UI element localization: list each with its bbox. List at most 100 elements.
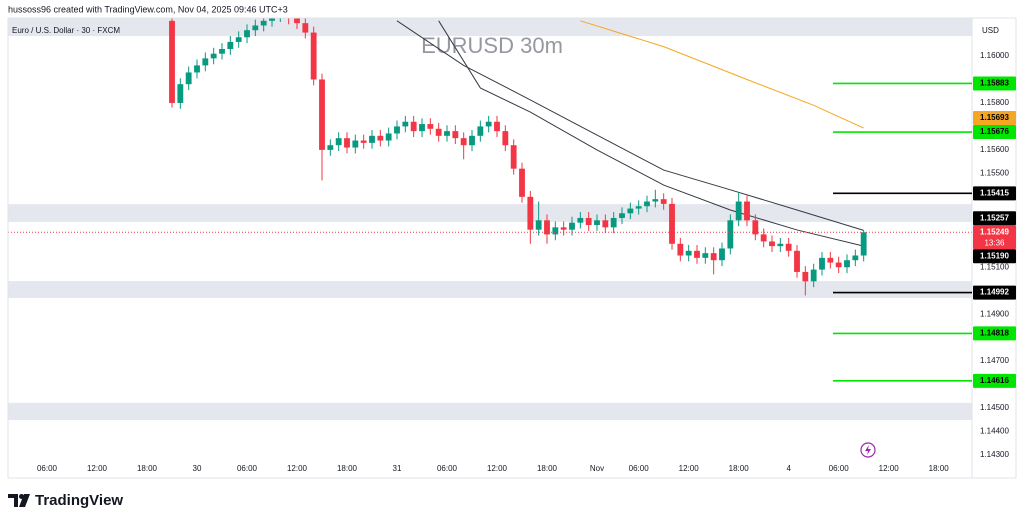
candle-body — [860, 232, 867, 256]
y-tick-label: 1.15100 — [980, 262, 1009, 271]
x-tick-label: 30 — [193, 464, 202, 473]
x-tick-label: 06:00 — [829, 464, 850, 473]
candle-body — [552, 227, 559, 235]
candle-body — [502, 131, 509, 146]
logo-part — [19, 494, 30, 507]
candle-body — [744, 201, 750, 221]
candle-body — [794, 250, 800, 272]
candle-body — [402, 121, 409, 127]
series-end-label: 1.15257 — [980, 213, 1009, 222]
candle-body — [360, 140, 367, 143]
candle-body — [419, 124, 425, 132]
x-tick-label: 06:00 — [437, 464, 458, 473]
candle-body — [619, 213, 625, 218]
level-label-box — [973, 326, 1016, 341]
candle-body — [827, 257, 834, 263]
candle-body — [477, 126, 484, 136]
candle-body — [785, 243, 792, 251]
y-tick-label: 1.14300 — [980, 450, 1009, 459]
candle-body — [727, 220, 734, 249]
candle-body — [369, 135, 375, 143]
candle-body — [427, 124, 434, 129]
x-tick-label: 18:00 — [729, 464, 750, 473]
candle-body — [377, 135, 384, 141]
candle-body — [210, 53, 217, 59]
level-label: 1.14616 — [980, 376, 1009, 385]
candle-body — [585, 217, 592, 225]
candle-body — [344, 138, 350, 148]
axes: 1.16000 1.15800 1.15600 1.15500 1.15100 1.149… — [37, 51, 1009, 473]
candle-body — [760, 234, 767, 242]
level-label-box — [973, 285, 1016, 300]
x-tick-label: 12:00 — [679, 464, 700, 473]
y-tick-label: 1.14900 — [980, 309, 1009, 318]
x-tick-label: 12:00 — [87, 464, 108, 473]
y-tick-label: 1.14700 — [980, 356, 1009, 365]
level-label: 1.15883 — [980, 79, 1009, 88]
candle-body — [710, 253, 717, 261]
candle-body — [577, 217, 584, 223]
last-price-label: 1.15249 — [980, 227, 1009, 236]
candle-body — [810, 269, 817, 282]
x-tick-label: 4 — [786, 464, 791, 473]
zone — [8, 402, 972, 421]
candle-body — [219, 48, 225, 54]
candle-body — [260, 20, 267, 26]
candle-body — [544, 220, 550, 235]
candle-body — [202, 58, 209, 66]
candle-body — [327, 145, 334, 150]
zone — [8, 281, 972, 298]
y-tick-label: 1.15600 — [980, 145, 1009, 154]
candle-body — [310, 32, 317, 80]
candle-body — [352, 140, 359, 148]
candle-body — [652, 199, 659, 202]
candle-body — [394, 126, 400, 134]
level-label: 1.15676 — [980, 127, 1009, 136]
candle-body — [627, 208, 634, 214]
alert-icon[interactable] — [860, 442, 876, 458]
candle-body — [335, 138, 342, 146]
x-tick-label: 12:00 — [879, 464, 900, 473]
level-label-box — [973, 186, 1016, 201]
brand-name: TradingView — [35, 492, 123, 509]
candle-body — [835, 262, 842, 268]
y-tick-label: 1.14500 — [980, 403, 1009, 412]
x-tick-label: Nov — [590, 464, 604, 473]
candle-body — [560, 227, 567, 230]
candle-body — [702, 253, 709, 258]
candle-body — [319, 79, 325, 150]
moving-average — [438, 20, 864, 247]
candle-body — [410, 121, 417, 132]
x-tick-label: 12:00 — [487, 464, 508, 473]
level-label: 1.14818 — [980, 329, 1009, 338]
candle-body — [460, 138, 467, 146]
y-tick-label: 1.15500 — [980, 168, 1009, 177]
countdown-label: 13:36 — [984, 238, 1005, 247]
candle-body — [435, 128, 442, 136]
series-end-box — [973, 211, 1016, 226]
y-tick-label: 1.14400 — [980, 427, 1009, 436]
series-end-box — [973, 249, 1016, 264]
candle-body — [594, 220, 600, 225]
y-tick-label: 1.16000 — [980, 51, 1009, 60]
x-tick-label: 18:00 — [929, 464, 950, 473]
candle-body — [227, 41, 234, 49]
candle-body — [244, 30, 250, 38]
candle-body — [527, 196, 534, 230]
y-tick-label: 1.15800 — [980, 98, 1009, 107]
candle-body — [685, 250, 692, 256]
logo-part — [8, 494, 18, 507]
candle-body — [444, 131, 450, 136]
x-tick-label: 06:00 — [629, 464, 650, 473]
currency-label: USD — [982, 26, 999, 35]
candle-body — [235, 37, 242, 42]
series-end-label: 1.15693 — [980, 113, 1009, 122]
candle-body — [677, 243, 684, 256]
zone — [8, 204, 972, 222]
candle-body — [452, 131, 459, 139]
level-label: 1.15415 — [980, 188, 1009, 197]
x-tick-label: 18:00 — [337, 464, 358, 473]
candle-body — [844, 260, 850, 268]
level-label: 1.14992 — [980, 288, 1009, 297]
